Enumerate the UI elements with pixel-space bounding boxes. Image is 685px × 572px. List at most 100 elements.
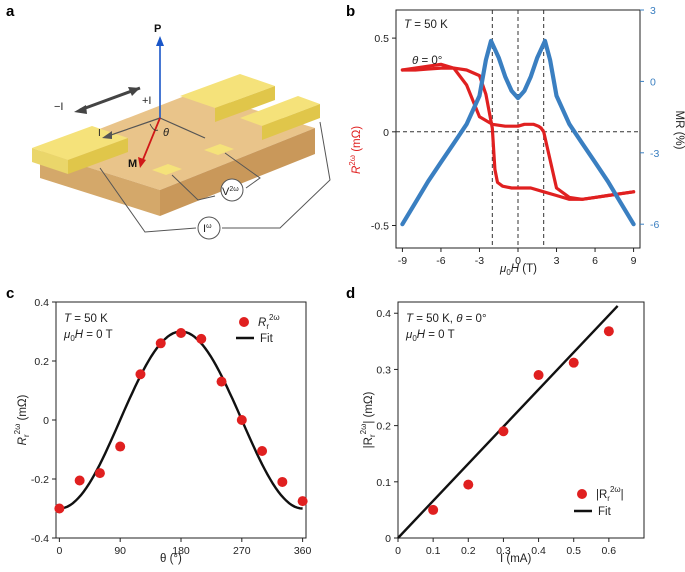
b-ytick-right-label-1: -3 xyxy=(650,148,659,160)
c-ylabel: Rr2ω (mΩ) xyxy=(13,394,31,445)
voltmeter-icon xyxy=(220,178,244,202)
b-ytick-left-label-0: -0.5 xyxy=(371,221,389,233)
d-xtick-label-3: 0.3 xyxy=(496,545,511,557)
d-ytick-label-0: 0 xyxy=(385,533,391,545)
svg-text:I: I xyxy=(98,128,101,139)
b-series-2 xyxy=(400,38,636,227)
d-data-point-3 xyxy=(533,370,544,381)
panel-d-chart: d 0 0.1 0.2 0.3 0.4 0.5 0.6 0 0.1 0.2 0.3 0.4 T = … xyxy=(346,285,645,565)
c-ytick-label-0: -0.4 xyxy=(31,533,49,545)
panel-d-letter: d xyxy=(346,285,355,302)
c-data-point-11 xyxy=(277,476,288,487)
pad-right xyxy=(204,144,234,155)
c-annotation-temp: T = 50 K xyxy=(64,313,108,325)
c-data-point-9 xyxy=(236,415,247,425)
c-data-point-0 xyxy=(54,503,65,514)
b-xtick-label-3: 0 xyxy=(515,255,521,267)
c-ytick-label-3: 0.2 xyxy=(34,356,49,368)
m-vector xyxy=(141,117,161,163)
c-ytick-label-1: -0.2 xyxy=(31,474,49,486)
c-data-point-4 xyxy=(135,369,146,380)
current-arrow xyxy=(79,86,141,112)
b-xlabel: μ0H (T) xyxy=(499,263,537,277)
b-xtick-label-6: 9 xyxy=(631,255,637,267)
panel-b-chart: b -9 -6 -3 0 3 6 9 -0.5 0 0.5 -6 -3 0 3 T = 50 K θ … xyxy=(346,3,685,277)
svg-text:θ: θ xyxy=(163,127,169,139)
d-data-point-4 xyxy=(568,357,579,368)
d-legend-fit-label: Fit xyxy=(598,506,612,518)
b-ylabel-left: R2ω (mΩ) xyxy=(348,126,363,174)
d-xlabel: I (mA) xyxy=(500,553,531,565)
c-data-point-5 xyxy=(155,338,166,349)
d-data-point-0 xyxy=(428,504,439,515)
c-data-point-2 xyxy=(94,468,105,479)
d-ytick-label-3: 0.3 xyxy=(376,364,391,376)
electrode-right-top xyxy=(180,74,275,108)
current-source-icon xyxy=(197,216,221,240)
b-xtick-label-0: -9 xyxy=(398,255,407,267)
c-legend-points-marker xyxy=(239,317,249,327)
b-xtick-label-4: 3 xyxy=(554,255,560,267)
panel-a-schematic: a V2ω Iω −I +I xyxy=(6,3,331,240)
c-annotation-field: μ0H = 0 T xyxy=(63,329,113,343)
b-annotation-angle: θ = 0° xyxy=(412,55,442,67)
c-data-point-6 xyxy=(176,327,186,338)
d-xtick-label-5: 0.5 xyxy=(566,545,581,557)
d-ytick-label-1: 0.1 xyxy=(376,477,391,489)
d-data-point-1 xyxy=(463,479,474,490)
d-annotation-field: μ0H = 0 T xyxy=(405,329,455,343)
c-xtick-label-1: 90 xyxy=(114,545,126,557)
panel-b-letter: b xyxy=(346,3,355,20)
i-vector xyxy=(107,117,161,137)
d-fit-line xyxy=(397,305,619,539)
electrode-left-top xyxy=(32,126,128,160)
b-ylabel-right: MR (%) xyxy=(673,111,685,150)
b-ytick-right-label-0: -6 xyxy=(650,219,659,231)
d-xtick-label-4: 0.4 xyxy=(531,545,546,557)
c-data-point-7 xyxy=(196,333,207,344)
c-xtick-label-4: 360 xyxy=(294,545,312,557)
svg-text:P: P xyxy=(154,23,161,35)
panel-d-frame xyxy=(397,301,645,539)
c-xtick-label-3: 270 xyxy=(233,545,251,557)
d-ytick-label-4: 0.4 xyxy=(376,308,391,320)
c-legend-fit-label: Fit xyxy=(260,333,274,345)
d-ytick-label-2: 0.2 xyxy=(376,421,391,433)
c-fit-curve xyxy=(59,330,303,510)
d-data-point-2 xyxy=(498,426,509,437)
d-legend-points-label: |Rr2ω| xyxy=(596,485,624,503)
c-xtick-label-2: 180 xyxy=(172,545,190,557)
c-data-point-3 xyxy=(115,441,126,452)
d-data-point-5 xyxy=(603,326,614,337)
d-xtick-label-6: 0.6 xyxy=(602,545,617,557)
svg-text:Iω: Iω xyxy=(203,223,212,235)
c-data-point-10 xyxy=(257,445,268,456)
d-xtick-label-0: 0 xyxy=(395,545,401,557)
c-ytick-label-2: 0 xyxy=(43,415,49,427)
d-xtick-label-1: 0.1 xyxy=(426,545,441,557)
b-xtick-label-1: -6 xyxy=(436,255,445,267)
svg-text:M: M xyxy=(128,158,137,170)
c-data-point-12 xyxy=(297,496,308,507)
slab-side xyxy=(160,128,315,216)
pad-left xyxy=(152,164,182,175)
d-ylabel: |Rr2ω| (mΩ) xyxy=(359,391,377,448)
c-data-point-1 xyxy=(74,475,85,486)
panel-c-letter: c xyxy=(6,285,14,302)
panel-c-chart: c 0 90 180 270 360 -0.4-0.200.20.4 T = 50 K … xyxy=(6,285,312,565)
b-ytick-left-label-1: 0 xyxy=(383,127,389,139)
svg-text:V2ω: V2ω xyxy=(222,186,239,198)
b-xtick-label-5: 6 xyxy=(592,255,598,267)
b-ytick-right-label-2: 0 xyxy=(650,76,656,88)
d-legend-points-marker xyxy=(577,489,587,499)
b-xtick-label-2: -3 xyxy=(475,255,484,267)
c-xtick-label-0: 0 xyxy=(56,545,62,557)
c-xlabel: θ (°) xyxy=(160,553,182,565)
b-series-1 xyxy=(400,62,636,201)
b-ytick-left-label-2: 0.5 xyxy=(374,33,389,45)
panel-a-letter: a xyxy=(6,3,15,20)
c-data-point-8 xyxy=(216,376,227,387)
c-ytick-label-4: 0.4 xyxy=(34,297,49,309)
b-annotation-temp: T = 50 K xyxy=(404,19,448,31)
